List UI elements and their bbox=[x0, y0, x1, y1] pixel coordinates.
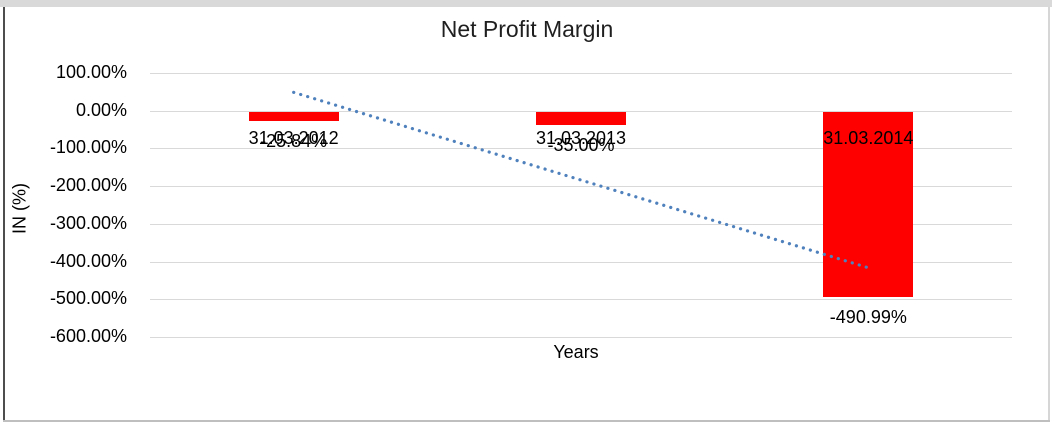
chart-title: Net Profit Margin bbox=[440, 16, 614, 42]
x-axis-title: Years bbox=[553, 342, 599, 362]
gridline bbox=[150, 148, 1012, 150]
category-label: 31.03.2012 bbox=[248, 127, 339, 148]
frame-left-border bbox=[3, 7, 5, 421]
gridline bbox=[150, 110, 1012, 112]
category-label: 31.03.2014 bbox=[823, 127, 914, 148]
frame-bottom-border bbox=[3, 420, 1050, 422]
frame-right-border bbox=[1048, 7, 1050, 421]
value-label: -35.00% bbox=[547, 134, 615, 155]
y-tick-label: -200.00% bbox=[49, 175, 127, 196]
y-tick-label: -100.00% bbox=[49, 137, 127, 158]
bar-31.03.2013 bbox=[536, 111, 626, 125]
trendline-path bbox=[292, 90, 870, 270]
y-tick-label: -400.00% bbox=[49, 250, 127, 271]
gridline bbox=[150, 223, 1012, 225]
frame-top-border bbox=[0, 0, 1052, 7]
y-tick-label: 100.00% bbox=[55, 62, 127, 82]
y-tick-label: -300.00% bbox=[49, 212, 127, 233]
category-label: 31.03.2013 bbox=[535, 127, 627, 148]
gridline bbox=[150, 186, 1012, 188]
gridline bbox=[150, 336, 1012, 338]
gridline bbox=[150, 261, 1012, 263]
y-tick-label: -600.00% bbox=[49, 325, 127, 346]
bar-31.03.2014 bbox=[823, 111, 914, 297]
gridline bbox=[150, 73, 1012, 74]
value-label: -25.84% bbox=[260, 131, 328, 152]
bar-31.03.2012 bbox=[248, 111, 339, 122]
value-label: -490.99% bbox=[829, 306, 907, 327]
gridline bbox=[150, 299, 1012, 301]
y-tick-label: -500.00% bbox=[49, 288, 127, 309]
y-tick-label: 0.00% bbox=[75, 99, 127, 120]
